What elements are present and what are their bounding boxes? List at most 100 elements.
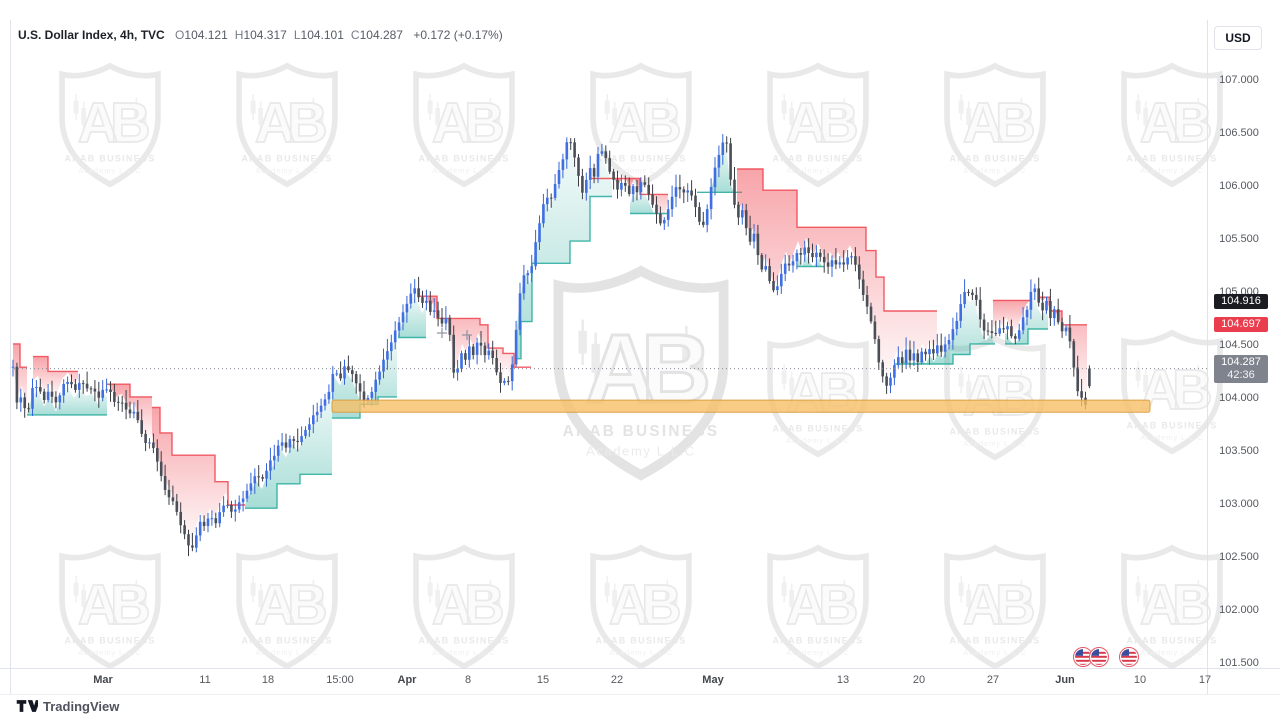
tradingview-logo[interactable]: TradingView — [16, 698, 119, 714]
svg-text:ARAB BUSINESS: ARAB BUSINESS — [773, 424, 864, 434]
svg-text:ARAB BUSINESS: ARAB BUSINESS — [950, 154, 1041, 164]
svg-text:Academy L.L.C: Academy L.L.C — [1140, 433, 1204, 442]
svg-text:Academy L.L.C: Academy L.L.C — [78, 648, 142, 657]
svg-text:Academy L.L.C: Academy L.L.C — [432, 166, 496, 175]
time-axis[interactable]: Mar 11 18 15:00 Apr 8 15 22 May 13 20 27 Jun 10 17 — [0, 668, 1280, 694]
supply-zone-rectangle[interactable] — [331, 399, 1151, 413]
svg-text:Academy L.L.C: Academy L.L.C — [1140, 166, 1204, 175]
trend-stop-line-red — [33, 355, 78, 373]
current-price-badge: 104.287 42:36 — [1214, 354, 1268, 383]
trend-cloud-red — [13, 343, 27, 413]
price-tick-label: 103.000 — [1219, 498, 1259, 510]
svg-text:AB: AB — [1140, 573, 1211, 636]
svg-text:ARAB BUSINESS: ARAB BUSINESS — [596, 636, 687, 646]
time-tick-label: 15 — [536, 674, 550, 686]
svg-text:Academy L.L.C: Academy L.L.C — [432, 648, 496, 657]
svg-text:AB: AB — [609, 573, 680, 636]
price-tick-label: 106.500 — [1219, 127, 1259, 139]
svg-text:AB: AB — [786, 573, 857, 636]
currency-button[interactable]: USD — [1214, 26, 1262, 50]
us-flag-event-icon[interactable] — [1119, 647, 1139, 667]
symbol-legend[interactable]: U.S. Dollar Index, 4h, TVC O104.121 H104.… — [18, 28, 503, 42]
trend-stop-line-green — [517, 195, 612, 360]
price-tick-label: 103.500 — [1219, 445, 1259, 457]
price-tick-label: 107.000 — [1219, 74, 1259, 86]
trend-stop-line-red — [13, 343, 27, 368]
time-tick-label: 17 — [1198, 674, 1212, 686]
ohlc-values: O104.121 H104.317 L104.101 C104.287 — [168, 28, 403, 42]
price-axis-border — [1207, 20, 1208, 694]
svg-text:AB: AB — [786, 91, 857, 154]
svg-text:ARAB BUSINESS: ARAB BUSINESS — [242, 154, 333, 164]
price-tick-label: 104.000 — [1219, 392, 1259, 404]
time-tick-label: 15:00 — [326, 674, 354, 686]
trend-cloud-green — [630, 189, 668, 214]
drawing-anchor-icon[interactable] — [437, 328, 447, 338]
trend-cloud-red — [993, 300, 1030, 334]
us-flag-event-icon[interactable] — [1089, 647, 1109, 667]
ohlc-key: C — [350, 28, 360, 42]
svg-text:ARAB BUSINESS: ARAB BUSINESS — [65, 636, 156, 646]
svg-text:ARAB BUSINESS: ARAB BUSINESS — [65, 154, 156, 164]
tradingview-logo-icon — [16, 700, 38, 712]
ohlc-value: 104.121 — [184, 28, 228, 42]
svg-text:Academy L.L.C: Academy L.L.C — [255, 166, 319, 175]
time-tick-label: Jun — [1055, 674, 1075, 686]
time-axis-border — [0, 668, 1280, 669]
trend-stop-line-red — [737, 168, 937, 312]
footer-border — [0, 694, 1280, 695]
svg-text:Academy L.L.C: Academy L.L.C — [786, 436, 850, 445]
time-tick-label: May — [702, 674, 724, 686]
svg-text:AB: AB — [609, 91, 680, 154]
time-tick-label: 27 — [986, 674, 1000, 686]
svg-text:ARAB BUSINESS: ARAB BUSINESS — [419, 154, 510, 164]
indicator-price-badge: 104.916 — [1214, 293, 1268, 309]
time-tick-label: 8 — [464, 674, 472, 686]
trend-stop-line-green — [895, 343, 995, 365]
trend-cloud-green — [245, 384, 332, 509]
svg-text:Academy L.L.C: Academy L.L.C — [1140, 648, 1204, 657]
svg-text:ARAB BUSINESS: ARAB BUSINESS — [563, 423, 720, 440]
svg-text:ARAB BUSINESS: ARAB BUSINESS — [1127, 421, 1218, 431]
time-tick-label: 11 — [199, 674, 211, 686]
footer-bar: TradingView — [0, 695, 1280, 720]
time-tick-label: Apr — [397, 674, 417, 686]
price-tick-label: 105.500 — [1219, 233, 1259, 245]
time-tick-label: 22 — [610, 674, 624, 686]
trend-cloud-red — [152, 407, 245, 543]
symbol-title: U.S. Dollar Index, 4h, TVC — [18, 28, 165, 42]
svg-text:Academy L.L.C: Academy L.L.C — [609, 648, 673, 657]
svg-text:ARAB BUSINESS: ARAB BUSINESS — [1127, 154, 1218, 164]
trend-cloud-green — [398, 295, 426, 338]
svg-text:ARAB BUSINESS: ARAB BUSINESS — [1127, 636, 1218, 646]
tradingview-logo-text: TradingView — [43, 698, 120, 714]
trend-cloud-red — [33, 356, 78, 397]
svg-text:AB: AB — [1140, 91, 1211, 154]
svg-text:AB: AB — [255, 91, 326, 154]
ohlc-key: H — [234, 28, 244, 42]
svg-text:Academy L.L.C: Academy L.L.C — [255, 648, 319, 657]
price-axis[interactable]: 107.000 106.500 106.000 105.500 105.000 104.5… — [1208, 0, 1280, 694]
svg-text:Academy L.L.C: Academy L.L.C — [963, 166, 1027, 175]
trend-cloud-red — [1040, 297, 1087, 396]
svg-text:AB: AB — [1140, 358, 1211, 421]
trend-stop-line-green — [245, 473, 332, 509]
time-tick-label: 13 — [836, 674, 850, 686]
drawing-anchor-icon[interactable] — [462, 330, 472, 340]
trend-cloud-green — [797, 252, 824, 267]
svg-text:ARAB BUSINESS: ARAB BUSINESS — [773, 636, 864, 646]
trend-cloud-green — [332, 336, 397, 419]
trend-stop-line-red — [152, 406, 245, 506]
svg-text:ARAB BUSINESS: ARAB BUSINESS — [773, 154, 864, 164]
svg-text:Academy L.L.C: Academy L.L.C — [963, 648, 1027, 657]
price-tick-label: 106.000 — [1219, 180, 1259, 192]
